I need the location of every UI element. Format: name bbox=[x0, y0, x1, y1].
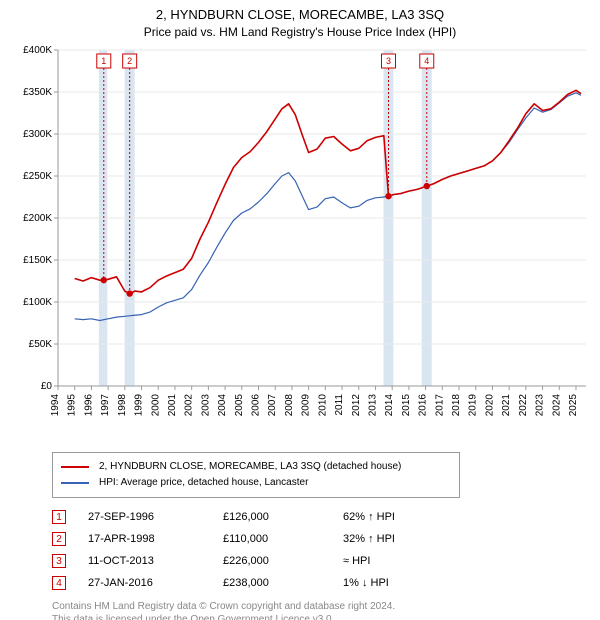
sales-table: 1 27-SEP-1996£126,00062% ↑ HPI 2 17-APR-199… bbox=[52, 506, 590, 594]
sale-diff: ≈ HPI bbox=[343, 555, 370, 567]
sale-price: £238,000 bbox=[223, 577, 343, 589]
sale-marker-number: 2 bbox=[127, 56, 132, 66]
x-tick-label: 2011 bbox=[334, 393, 345, 415]
sale-date: 27-SEP-1996 bbox=[88, 511, 223, 523]
legend-label: HPI: Average price, detached house, Lanc… bbox=[99, 475, 308, 491]
x-tick-label: 1999 bbox=[134, 393, 145, 416]
sale-marker-number: 1 bbox=[101, 56, 106, 66]
sale-diff: 62% ↑ HPI bbox=[343, 511, 395, 523]
x-tick-label: 2021 bbox=[501, 393, 512, 416]
sale-marker-dot bbox=[126, 290, 132, 296]
x-tick-label: 2009 bbox=[301, 393, 312, 416]
sale-date: 11-OCT-2013 bbox=[88, 555, 223, 567]
x-tick-label: 1997 bbox=[100, 393, 111, 416]
x-tick-label: 2013 bbox=[367, 393, 378, 416]
sale-marker-dot bbox=[101, 277, 107, 283]
legend: 2, HYNDBURN CLOSE, MORECAMBE, LA3 3SQ (d… bbox=[52, 452, 460, 498]
y-tick-label: £250K bbox=[23, 171, 52, 182]
sale-marker-dot bbox=[385, 193, 391, 199]
license-line-2: This data is licensed under the Open Gov… bbox=[52, 613, 590, 620]
chart: £0 £50K £100K £150K £200K £250K £300K £350K £400… bbox=[10, 44, 590, 444]
x-tick-label: 2004 bbox=[217, 393, 228, 416]
sale-diff: 1% ↓ HPI bbox=[343, 577, 389, 589]
x-tick-label: 2006 bbox=[251, 393, 262, 416]
sale-marker-dot bbox=[424, 183, 430, 189]
x-tick-label: 2012 bbox=[351, 393, 362, 416]
sale-number-box: 4 bbox=[52, 576, 66, 590]
chart-svg: £0 £50K £100K £150K £200K £250K £300K £350K £400… bbox=[10, 44, 590, 444]
sale-marker-number: 3 bbox=[386, 56, 391, 66]
y-tick-label: £300K bbox=[23, 129, 52, 140]
legend-item: 2, HYNDBURN CLOSE, MORECAMBE, LA3 3SQ (d… bbox=[61, 459, 451, 475]
sale-number-box: 2 bbox=[52, 532, 66, 546]
x-tick-label: 2023 bbox=[535, 393, 546, 416]
x-tick-label: 2014 bbox=[384, 393, 395, 416]
y-tick-label: £350K bbox=[23, 87, 52, 98]
legend-swatch bbox=[61, 466, 89, 468]
x-tick-label: 2003 bbox=[200, 393, 211, 416]
y-tick-label: £200K bbox=[23, 213, 52, 224]
x-tick-label: 2008 bbox=[284, 393, 295, 416]
x-tick-label: 2001 bbox=[167, 393, 178, 416]
sale-price: £110,000 bbox=[223, 533, 343, 545]
sale-number-box: 3 bbox=[52, 554, 66, 568]
license-text: Contains HM Land Registry data © Crown c… bbox=[52, 600, 590, 620]
title-line-2: Price paid vs. HM Land Registry's House … bbox=[0, 24, 600, 40]
x-tick-label: 1996 bbox=[83, 393, 94, 416]
sale-row: 1 27-SEP-1996£126,00062% ↑ HPI bbox=[52, 506, 590, 528]
x-tick-label: 2005 bbox=[234, 393, 245, 416]
x-tick-label: 1998 bbox=[117, 393, 128, 416]
x-tick-label: 1994 bbox=[50, 393, 61, 416]
x-tick-label: 2016 bbox=[418, 393, 429, 416]
x-tick-label: 2018 bbox=[451, 393, 462, 416]
sale-price: £226,000 bbox=[223, 555, 343, 567]
y-tick-label: £100K bbox=[23, 297, 52, 308]
sale-marker-number: 4 bbox=[424, 56, 429, 66]
title-block: 2, HYNDBURN CLOSE, MORECAMBE, LA3 3SQ Pr… bbox=[0, 0, 600, 40]
y-tick-label: £400K bbox=[23, 45, 52, 56]
license-line-1: Contains HM Land Registry data © Crown c… bbox=[52, 600, 590, 614]
y-tick-label: £50K bbox=[29, 339, 53, 350]
x-tick-label: 2002 bbox=[184, 393, 195, 416]
y-tick-label: £0 bbox=[41, 381, 53, 392]
legend-swatch bbox=[61, 482, 89, 484]
sale-row: 3 11-OCT-2013£226,000≈ HPI bbox=[52, 550, 590, 572]
x-tick-label: 2020 bbox=[484, 393, 495, 416]
x-tick-label: 2010 bbox=[317, 393, 328, 416]
sale-date: 17-APR-1998 bbox=[88, 533, 223, 545]
y-tick-label: £150K bbox=[23, 255, 52, 266]
legend-item: HPI: Average price, detached house, Lanc… bbox=[61, 475, 451, 491]
title-line-1: 2, HYNDBURN CLOSE, MORECAMBE, LA3 3SQ bbox=[0, 6, 600, 24]
sale-row: 4 27-JAN-2016£238,0001% ↓ HPI bbox=[52, 572, 590, 594]
x-tick-label: 1995 bbox=[67, 393, 78, 416]
sale-number-box: 1 bbox=[52, 510, 66, 524]
sale-date: 27-JAN-2016 bbox=[88, 577, 223, 589]
legend-label: 2, HYNDBURN CLOSE, MORECAMBE, LA3 3SQ (d… bbox=[99, 459, 401, 475]
sale-row: 2 17-APR-1998£110,00032% ↑ HPI bbox=[52, 528, 590, 550]
x-tick-label: 2024 bbox=[551, 393, 562, 416]
sale-price: £126,000 bbox=[223, 511, 343, 523]
x-tick-label: 2022 bbox=[518, 393, 529, 416]
x-tick-label: 2000 bbox=[150, 393, 161, 416]
x-tick-label: 2019 bbox=[468, 393, 479, 416]
sale-diff: 32% ↑ HPI bbox=[343, 533, 395, 545]
x-tick-label: 2025 bbox=[568, 393, 579, 416]
x-tick-label: 2015 bbox=[401, 393, 412, 416]
x-tick-label: 2017 bbox=[434, 393, 445, 416]
x-tick-label: 2007 bbox=[267, 393, 278, 416]
